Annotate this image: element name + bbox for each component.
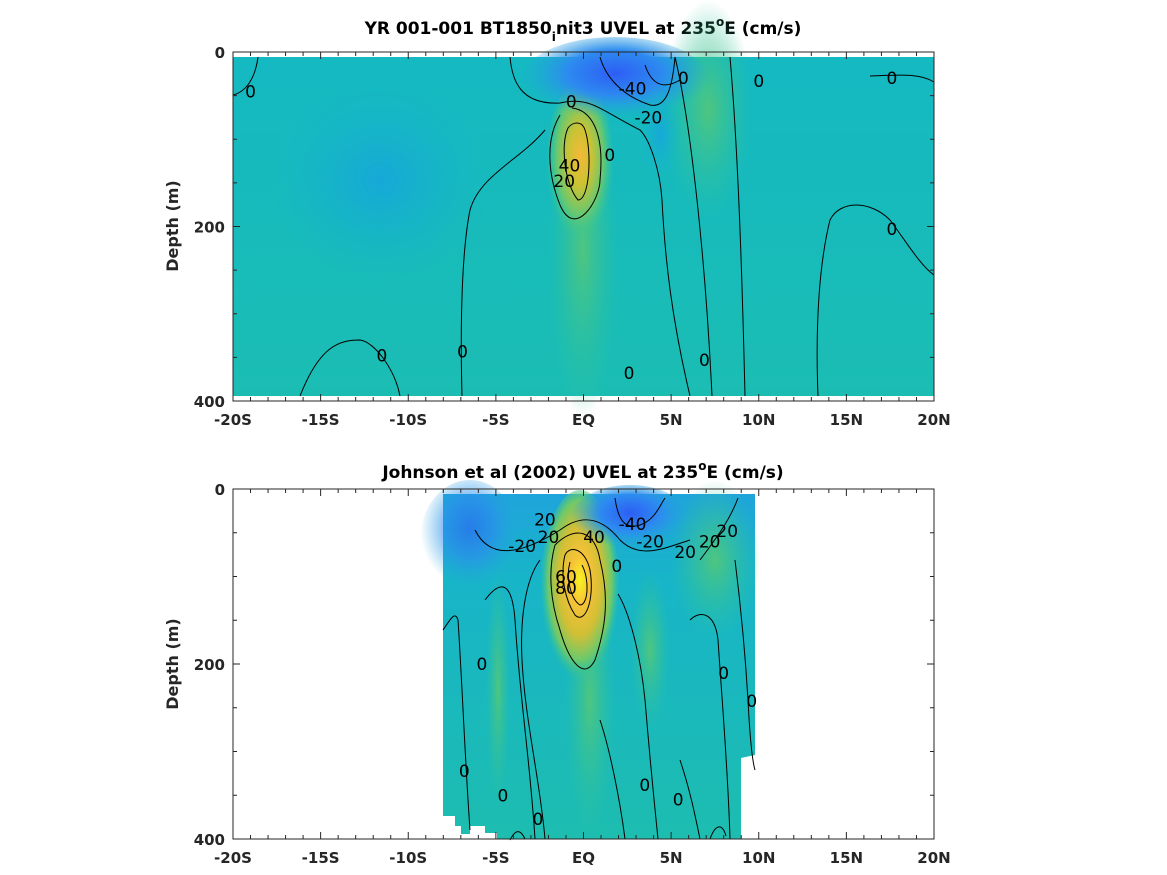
y-tick-label: 200 bbox=[194, 219, 225, 237]
contour-label: 0 bbox=[887, 220, 898, 240]
contour-label: 20 bbox=[716, 522, 738, 542]
contour-lines bbox=[442, 497, 756, 841]
x-tick-label: 20N bbox=[917, 849, 950, 867]
x-tick-label: 10N bbox=[742, 849, 775, 867]
contour-label: 0 bbox=[476, 655, 487, 675]
y-axis-label: Depth (m) bbox=[163, 180, 182, 272]
contour-label: -20 bbox=[508, 537, 536, 557]
x-tick-label: 10N bbox=[742, 411, 775, 429]
contour-label: 0 bbox=[245, 82, 256, 102]
x-tick-label: EQ bbox=[572, 411, 595, 429]
contour-label: 20 bbox=[674, 543, 696, 563]
contour-label: 0 bbox=[699, 351, 710, 371]
x-tick-label: 15N bbox=[830, 849, 863, 867]
contour-label: 0 bbox=[746, 692, 757, 712]
contour-label: 0 bbox=[678, 69, 689, 89]
contour-label: 0 bbox=[753, 72, 764, 92]
contour-label: 0 bbox=[566, 93, 577, 113]
x-tick-label: EQ bbox=[572, 849, 595, 867]
y-tick-label: 200 bbox=[194, 656, 225, 674]
x-tick-label: -20S bbox=[214, 411, 252, 429]
contour-label: 0 bbox=[604, 146, 615, 166]
x-tick-label: 15N bbox=[830, 411, 863, 429]
chart-title: YR 001-001 BT1850init3 UVEL at 235oE (cm… bbox=[364, 15, 802, 44]
contour-label: 0 bbox=[624, 364, 635, 384]
contour-label: -40 bbox=[619, 80, 647, 100]
contour-label: 20 bbox=[534, 511, 556, 531]
contour-label: 0 bbox=[459, 762, 470, 782]
y-axis-label: Depth (m) bbox=[163, 618, 182, 710]
x-tick-label: -20S bbox=[214, 849, 252, 867]
contour-label: 0 bbox=[718, 664, 729, 684]
heatmap-field bbox=[420, 480, 760, 840]
x-tick-label: -10S bbox=[389, 849, 427, 867]
contour-label: 0 bbox=[457, 342, 468, 362]
x-tick-label: 20N bbox=[917, 411, 950, 429]
x-tick-label: -15S bbox=[302, 411, 340, 429]
contour-label: 20 bbox=[538, 528, 560, 548]
contour-label: 40 bbox=[583, 528, 605, 548]
contour-label: 0 bbox=[611, 557, 622, 577]
contour-label: 0 bbox=[377, 347, 388, 367]
contour-label: 20 bbox=[699, 533, 721, 553]
contour-lines bbox=[232, 56, 935, 397]
y-tick-label: 0 bbox=[215, 481, 225, 499]
x-tick-label: -5S bbox=[482, 411, 509, 429]
contour-label: -40 bbox=[619, 515, 647, 535]
x-tick-label: 5N bbox=[660, 411, 683, 429]
contour-label: -20 bbox=[634, 108, 662, 128]
x-tick-label: -15S bbox=[302, 849, 340, 867]
contour-label: -20 bbox=[636, 533, 664, 553]
y-tick-label: 400 bbox=[194, 831, 225, 849]
contour-label: 20 bbox=[553, 172, 575, 192]
contour-label: 0 bbox=[497, 786, 508, 806]
contour-label: 0 bbox=[533, 810, 544, 830]
x-axis: -20S -15S -10S -5S EQ 5N 10N 15N 20N bbox=[214, 489, 951, 867]
chart-panel-model: YR 001-001 BT1850init3 UVEL at 235oE (cm… bbox=[163, 0, 951, 429]
x-axis: -20S -15S -10S -5S EQ 5N 10N 15N 20N bbox=[214, 52, 951, 429]
contour-label: 40 bbox=[559, 156, 581, 176]
contour-label: 0 bbox=[639, 776, 650, 796]
x-tick-label: -5S bbox=[482, 849, 509, 867]
contour-label: 0 bbox=[887, 69, 898, 89]
chart-panel-observed: Johnson et al (2002) UVEL at 235oE (cm/s… bbox=[163, 459, 951, 867]
heatmap-field bbox=[233, 0, 934, 420]
x-tick-label: -10S bbox=[389, 411, 427, 429]
contour-label: 80 bbox=[555, 579, 577, 599]
contour-label: 60 bbox=[555, 568, 577, 588]
y-tick-label: 400 bbox=[194, 393, 225, 411]
contour-label: 0 bbox=[673, 791, 684, 811]
chart-title: Johnson et al (2002) UVEL at 235oE (cm/s… bbox=[381, 459, 783, 483]
y-tick-label: 0 bbox=[215, 44, 225, 62]
x-tick-label: 5N bbox=[660, 849, 683, 867]
